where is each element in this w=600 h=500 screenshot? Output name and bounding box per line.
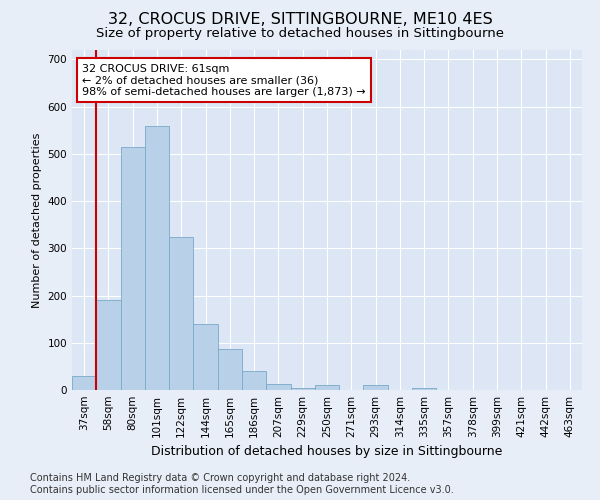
Bar (145, 126, 169, 390)
Bar (412, 388, 436, 390)
Text: Contains HM Land Registry data © Crown copyright and database right 2024.
Contai: Contains HM Land Registry data © Crown c… (30, 474, 454, 495)
Text: 32 CROCUS DRIVE: 61sqm
← 2% of detached houses are smaller (36)
98% of semi-deta: 32 CROCUS DRIVE: 61sqm ← 2% of detached … (82, 64, 366, 97)
X-axis label: Distribution of detached houses by size in Sittingbourne: Distribution of detached houses by size … (151, 446, 503, 458)
Bar (218, 349, 242, 390)
Text: Size of property relative to detached houses in Sittingbourne: Size of property relative to detached ho… (96, 28, 504, 40)
Bar (266, 384, 290, 390)
Bar (193, 324, 218, 390)
Bar (169, 236, 193, 390)
Bar (96, 300, 121, 390)
Text: 32, CROCUS DRIVE, SITTINGBOURNE, ME10 4ES: 32, CROCUS DRIVE, SITTINGBOURNE, ME10 4E… (107, 12, 493, 28)
Bar (315, 386, 339, 390)
Bar (72, 376, 96, 390)
Y-axis label: Number of detached properties: Number of detached properties (32, 132, 42, 308)
Bar (290, 388, 315, 390)
Bar (242, 371, 266, 390)
Bar (364, 386, 388, 390)
Bar (121, 147, 145, 390)
